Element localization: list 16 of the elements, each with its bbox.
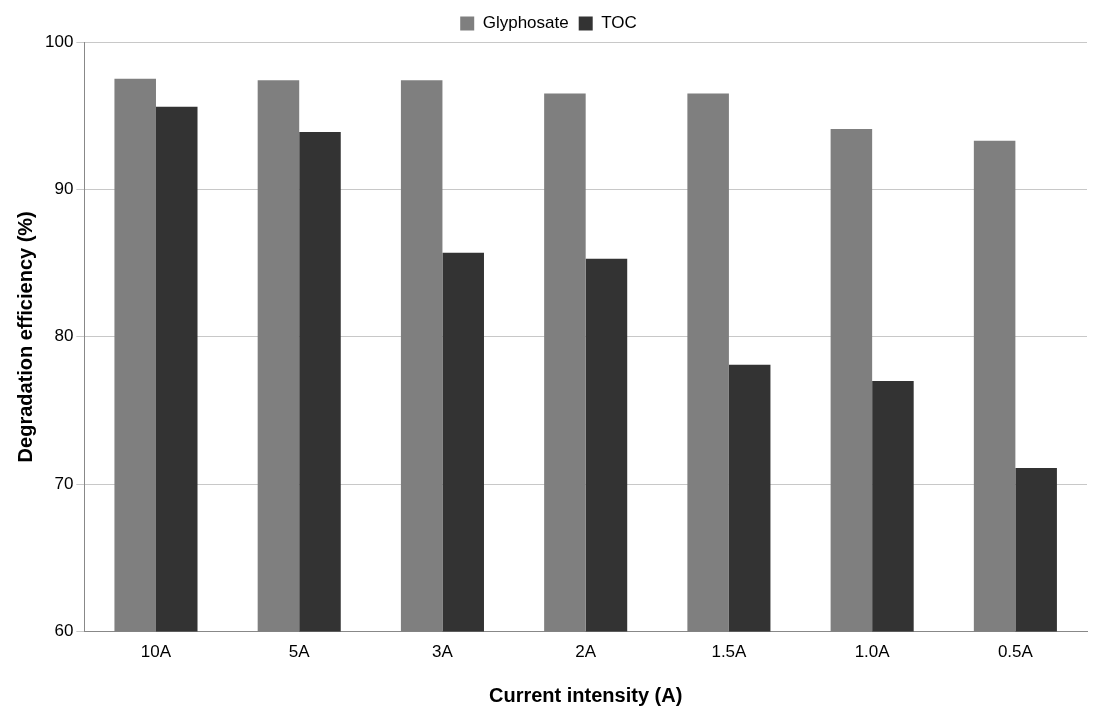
y-tick-label: 80 [54,326,74,346]
x-tick-label: 1.0A [854,642,891,662]
x-tick-label: 3A [432,642,454,662]
x-tick-label: 1.5A [711,642,748,662]
x-tick-label: 0.5A [997,642,1034,662]
y-tick-label: 100 [44,31,74,51]
legend-label: TOC [601,13,637,33]
x-tick-label: 10A [140,642,172,662]
x-tick-label: 5A [288,642,311,662]
y-tick-label: 60 [54,621,74,641]
x-tick-label: 2A [575,642,597,662]
y-axis-title: Degradation efficiency (%) [13,211,36,463]
legend-label: Glyphosate [482,13,569,33]
y-tick-label: 90 [54,179,74,199]
y-tick-label: 70 [54,473,74,493]
x-axis-title: Current intensity (A) [489,683,683,706]
